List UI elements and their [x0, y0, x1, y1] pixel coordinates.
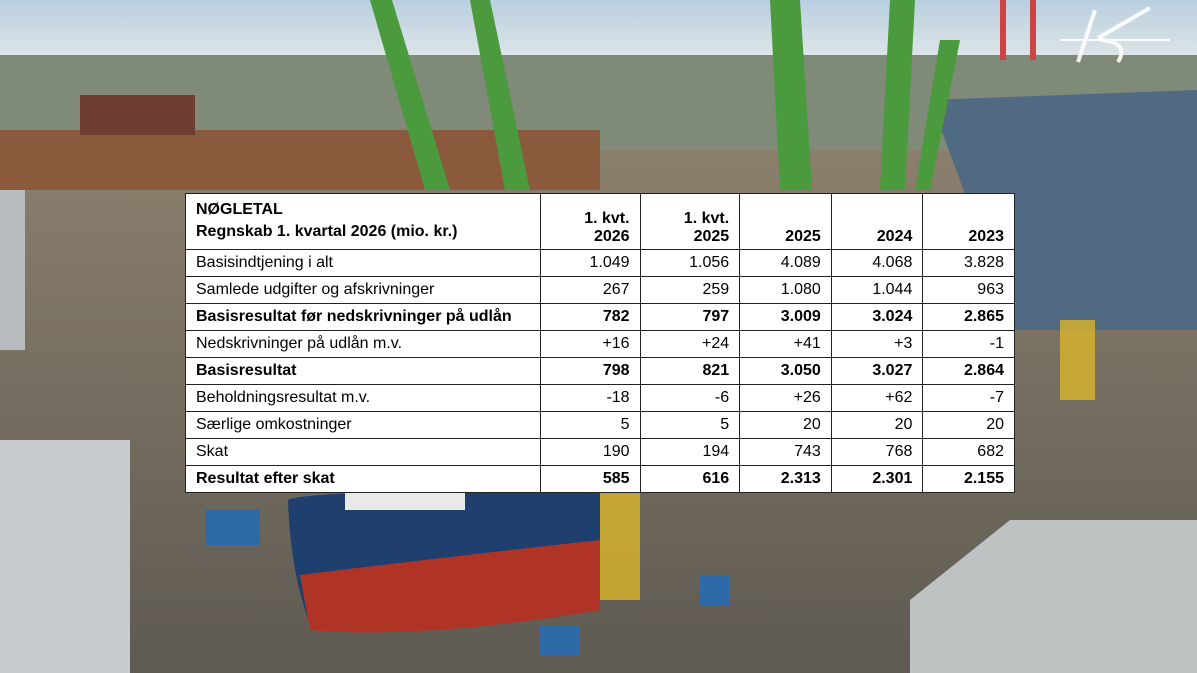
value-cell: 682	[922, 438, 1015, 466]
value-cell: 2.865	[922, 303, 1015, 331]
key-figures-table: NØGLETAL Regnskab 1. kvartal 2026 (mio. …	[185, 193, 1015, 493]
row-label: Skat	[185, 438, 541, 466]
value-cell: 1.056	[639, 249, 741, 277]
value-cell: 768	[830, 438, 924, 466]
value-cell: 616	[639, 465, 741, 493]
value-cell: 1.080	[739, 276, 832, 304]
table-row: Samlede udgifter og afskrivninger 267 259 1…	[185, 276, 1015, 304]
value-cell: +26	[739, 384, 832, 412]
value-cell: 3.009	[739, 303, 832, 331]
logo	[1060, 6, 1170, 64]
value-cell: 3.050	[739, 357, 832, 385]
value-cell: 963	[922, 276, 1015, 304]
row-label: Basisresultat	[185, 357, 541, 385]
value-cell: 5	[639, 411, 741, 439]
value-cell: +16	[540, 330, 641, 358]
column-header-line: 2023	[968, 228, 1004, 245]
value-cell: 267	[540, 276, 641, 304]
column-header-line: 2025	[785, 228, 821, 245]
value-cell: -1	[922, 330, 1015, 358]
row-label: Beholdningsresultat m.v.	[185, 384, 541, 412]
table-row: Særlige omkostninger 5 5 20 20 20	[185, 411, 1015, 439]
value-cell: 3.027	[830, 357, 924, 385]
table-row: Basisresultat 798 821 3.050 3.027 2.864	[185, 357, 1015, 385]
value-cell: 20	[922, 411, 1015, 439]
value-cell: 5	[540, 411, 641, 439]
value-cell: -18	[540, 384, 641, 412]
column-header: 2025	[739, 193, 832, 250]
value-cell: 20	[830, 411, 924, 439]
row-label: Basisindtjening i alt	[185, 249, 541, 277]
column-header-line: 2024	[876, 228, 913, 245]
table-row: Basisresultat før nedskrivninger på udlå…	[185, 303, 1015, 331]
value-cell: 798	[540, 357, 641, 385]
value-cell: +24	[639, 330, 741, 358]
row-label: Basisresultat før nedskrivninger på udlå…	[185, 303, 541, 331]
table-title: NØGLETAL	[196, 201, 283, 218]
table-row: Nedskrivninger på udlån m.v. +16 +24 +41 +3-…	[185, 330, 1015, 358]
column-header-line: 1. kvt.	[584, 210, 630, 227]
table-row: Skat 190 194 743 768 682	[185, 438, 1015, 466]
table-row: Basisindtjening i alt 1.049 1.056 4.089 4.06…	[185, 249, 1015, 277]
value-cell: 20	[739, 411, 832, 439]
value-cell: 1.044	[830, 276, 924, 304]
column-header: 2023	[922, 193, 1015, 250]
column-header-line: 1. kvt.	[683, 210, 730, 227]
value-cell: 782	[540, 303, 641, 331]
header-row: NØGLETAL Regnskab 1. kvartal 2026 (mio. …	[185, 193, 1015, 250]
value-cell: +3	[830, 330, 924, 358]
row-label: Nedskrivninger på udlån m.v.	[185, 330, 541, 358]
column-header: 2024	[830, 193, 924, 250]
value-cell: 3.024	[830, 303, 924, 331]
table-row: Resultat efter skat 585 616 2.313 2.301 2.155	[185, 465, 1015, 493]
value-cell: 1.049	[540, 249, 641, 277]
row-label: Resultat efter skat	[185, 465, 541, 493]
row-label: Samlede udgifter og afskrivninger	[185, 276, 541, 304]
value-cell: +62	[830, 384, 924, 412]
value-cell: -6	[639, 384, 741, 412]
value-cell: -7	[922, 384, 1015, 412]
value-cell: 4.068	[830, 249, 924, 277]
value-cell: +41	[739, 330, 832, 358]
table-body: NØGLETAL Regnskab 1. kvartal 2026 (mio. …	[185, 193, 1015, 493]
value-cell: 2.155	[922, 465, 1015, 493]
value-cell: 743	[739, 438, 832, 466]
table-subtitle: Regnskab 1. kvartal 2026 (mio. kr.)	[196, 223, 458, 240]
value-cell: 2.301	[830, 465, 924, 493]
value-cell: 194	[639, 438, 741, 466]
value-cell: 4.089	[739, 249, 832, 277]
column-header: 1. kvt. 2025	[639, 193, 741, 250]
value-cell: 3.828	[922, 249, 1015, 277]
row-label: Særlige omkostninger	[185, 411, 541, 439]
column-header-line: 2025	[693, 228, 730, 245]
value-cell: 2.864	[922, 357, 1015, 385]
value-cell: 821	[639, 357, 741, 385]
value-cell: 797	[639, 303, 741, 331]
value-cell: 190	[540, 438, 641, 466]
value-cell: 2.313	[739, 465, 832, 493]
header-cell: NØGLETAL Regnskab 1. kvartal 2026 (mio. …	[185, 193, 541, 250]
value-cell: 259	[639, 276, 741, 304]
column-header: 1. kvt. 2026	[540, 193, 641, 250]
column-header-line: 2026	[593, 228, 630, 245]
table-row: Beholdningsresultat m.v. -18 -6 +26 +62 -7	[185, 384, 1015, 412]
value-cell: 585	[540, 465, 641, 493]
